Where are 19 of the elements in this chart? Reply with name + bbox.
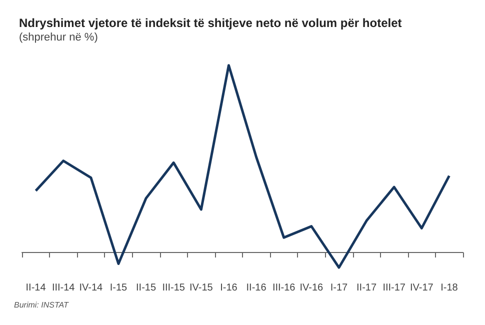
x-tick-label: I-16 [220,282,238,294]
x-tick-label: II-14 [26,282,46,294]
x-tick-label: III-15 [162,282,186,294]
x-tick-label: III-14 [52,282,76,294]
x-tick-label: IV-14 [79,282,104,294]
x-tick-label: I-18 [440,282,458,294]
text: Burimi: INSTAT [14,300,70,310]
chart-title: Ndryshimet vjetore të indeksit të shitjeve neto në volum për hotelet [19,16,402,30]
x-tick-label: IV-17 [410,282,434,294]
x-tick-label: IV-15 [189,282,214,294]
x-tick-label: III-16 [272,282,296,294]
x-tick-label: I-15 [110,282,128,294]
x-tick-label: II-16 [246,282,267,294]
x-tick-label: II-17 [356,282,377,294]
x-tick-label: I-17 [330,282,348,294]
x-tick-label: IV-16 [300,282,324,294]
x-tick-label: II-15 [136,282,156,294]
x-tick-label: III-17 [382,282,406,294]
chart-subtitle: (shprehur në %) [19,32,98,44]
